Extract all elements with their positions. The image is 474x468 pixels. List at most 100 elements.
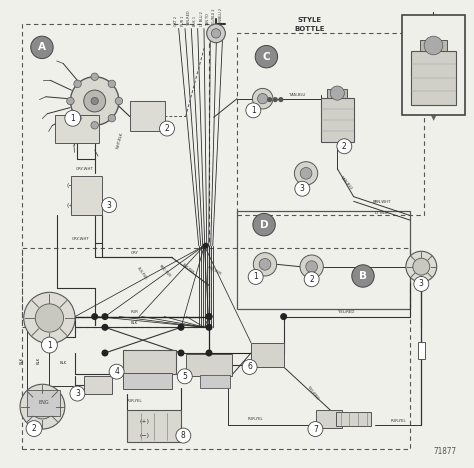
Bar — [237, 33, 424, 215]
Text: ▼: ▼ — [295, 171, 301, 177]
Circle shape — [42, 337, 57, 353]
Text: COIL: COIL — [142, 111, 153, 116]
Text: 7: 7 — [313, 424, 318, 433]
Text: YEL/BLU 2: YEL/BLU 2 — [212, 9, 216, 26]
Circle shape — [306, 261, 318, 272]
Circle shape — [257, 94, 268, 104]
Text: ▼: ▼ — [431, 115, 436, 121]
Bar — [251, 343, 283, 367]
Circle shape — [206, 324, 212, 330]
Circle shape — [35, 304, 64, 332]
Circle shape — [102, 197, 117, 212]
Text: TAN TO: TAN TO — [206, 14, 210, 26]
Text: BLK-PUR: BLK-PUR — [181, 263, 195, 275]
Bar — [123, 350, 176, 374]
Text: GRY: GRY — [130, 251, 138, 255]
Circle shape — [273, 98, 277, 102]
Text: (−): (−) — [67, 183, 77, 189]
Circle shape — [102, 314, 108, 319]
Circle shape — [206, 314, 212, 319]
Circle shape — [74, 115, 81, 122]
Circle shape — [308, 422, 323, 437]
Bar — [320, 97, 354, 142]
Circle shape — [108, 115, 116, 122]
Text: 2: 2 — [32, 424, 36, 433]
Text: BRN-WHT: BRN-WHT — [373, 200, 391, 204]
Text: CKT 2: CKT 2 — [174, 16, 178, 26]
Text: LT BLU: LT BLU — [375, 212, 388, 215]
Circle shape — [84, 90, 106, 112]
Circle shape — [70, 386, 85, 401]
Bar — [418, 343, 425, 359]
Bar — [237, 211, 410, 309]
Circle shape — [330, 86, 345, 100]
Text: BLK: BLK — [19, 356, 23, 364]
Text: BOTTLE: BOTTLE — [418, 26, 448, 32]
Bar — [327, 88, 347, 97]
Circle shape — [91, 97, 98, 105]
Bar — [200, 375, 230, 388]
Text: RED-PUR: RED-PUR — [206, 266, 222, 277]
Circle shape — [337, 139, 352, 154]
Circle shape — [67, 97, 74, 105]
Text: 1: 1 — [70, 114, 75, 123]
Text: B: B — [359, 271, 367, 281]
Circle shape — [211, 29, 221, 38]
Circle shape — [255, 45, 278, 68]
Bar — [22, 24, 209, 327]
Text: PUR 1: PUR 1 — [181, 16, 185, 26]
Circle shape — [424, 36, 443, 55]
Text: (−): (−) — [140, 433, 150, 438]
Circle shape — [92, 314, 98, 319]
Text: 3: 3 — [107, 201, 111, 210]
Text: (+): (+) — [67, 203, 77, 208]
Circle shape — [413, 258, 430, 275]
Bar — [22, 248, 410, 449]
Circle shape — [242, 359, 257, 374]
Text: 8: 8 — [181, 431, 186, 440]
Text: RED: RED — [210, 371, 218, 374]
Circle shape — [294, 161, 318, 185]
Bar — [420, 40, 447, 51]
Bar — [72, 176, 102, 215]
Text: BLK: BLK — [59, 361, 67, 365]
Text: ORN: ORN — [55, 318, 64, 322]
Text: 1: 1 — [47, 341, 52, 350]
Circle shape — [300, 255, 323, 278]
Text: 3: 3 — [75, 389, 80, 398]
Text: D: D — [260, 219, 268, 230]
Circle shape — [74, 80, 81, 88]
Circle shape — [414, 277, 429, 292]
Circle shape — [102, 324, 108, 330]
Text: BLK 1: BLK 1 — [193, 16, 197, 26]
Text: 2: 2 — [309, 275, 314, 284]
Circle shape — [31, 36, 53, 58]
Circle shape — [281, 314, 286, 319]
Circle shape — [91, 122, 99, 129]
Circle shape — [24, 292, 75, 344]
Circle shape — [279, 98, 283, 102]
Circle shape — [207, 24, 225, 43]
Circle shape — [30, 395, 55, 419]
Text: RED-PUR: RED-PUR — [158, 264, 172, 278]
Bar — [411, 51, 456, 104]
Circle shape — [71, 77, 119, 125]
Text: TAN-RED: TAN-RED — [187, 11, 191, 26]
Text: 5: 5 — [182, 372, 187, 381]
Text: BLK: BLK — [131, 321, 138, 325]
Text: STYLE: STYLE — [421, 17, 445, 23]
Circle shape — [177, 369, 192, 384]
Text: ALT: ALT — [44, 315, 55, 321]
Text: 2: 2 — [342, 142, 346, 151]
Circle shape — [109, 364, 124, 379]
Bar — [336, 412, 371, 426]
Circle shape — [115, 97, 123, 105]
Bar — [27, 390, 60, 416]
Text: GRY-WHT: GRY-WHT — [76, 167, 94, 171]
Text: 4: 4 — [114, 367, 119, 376]
Circle shape — [178, 350, 184, 356]
Circle shape — [20, 384, 65, 429]
Text: [-]: [-] — [94, 382, 101, 387]
Circle shape — [160, 121, 174, 136]
Bar — [55, 115, 100, 143]
